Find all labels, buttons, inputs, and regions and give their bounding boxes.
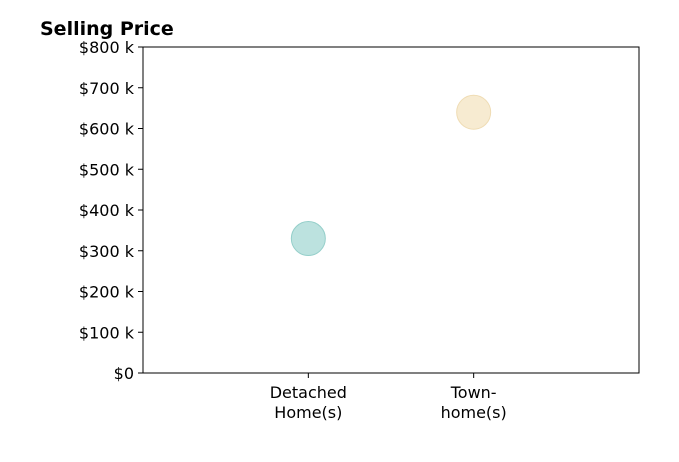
x-tick-label: Town-home(s) [441, 383, 507, 422]
x-tick-label: Detached Home(s) [270, 383, 347, 422]
y-tick-label: $500 k [79, 160, 135, 179]
y-tick-label: $0 [114, 364, 134, 383]
data-point [456, 94, 492, 130]
y-tick-label: $400 k [79, 201, 135, 220]
y-tick-label: $700 k [79, 79, 135, 98]
chart-title: Selling Price [40, 18, 174, 40]
data-point [290, 221, 326, 257]
plot-frame [142, 46, 640, 374]
y-tick-label: $100 k [79, 323, 135, 342]
y-axis: $0 $100 k $200 k $300 k $400 k $500 k $600 k $7… [79, 38, 143, 383]
x-axis: Detached Home(s) Town-home(s) [270, 373, 507, 422]
y-tick-label: $800 k [79, 38, 135, 57]
y-tick-label: $200 k [79, 283, 135, 302]
y-tick-label: $300 k [79, 242, 135, 261]
data-points [290, 94, 492, 257]
y-tick-label: $600 k [79, 120, 135, 139]
